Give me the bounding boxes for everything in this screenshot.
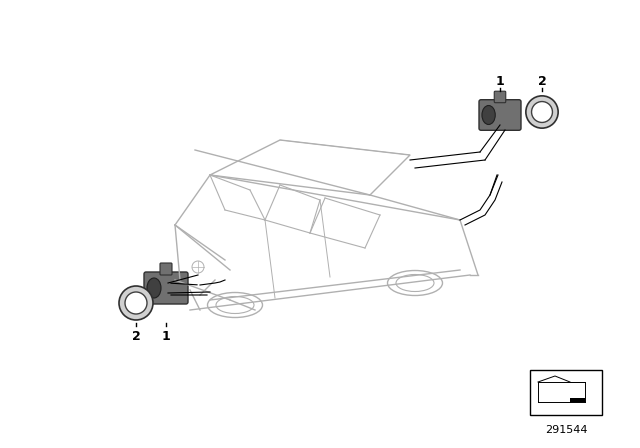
Text: 1: 1 (495, 75, 504, 88)
Text: 2: 2 (538, 75, 547, 88)
Bar (530, 370, 602, 415)
Ellipse shape (125, 292, 147, 314)
Ellipse shape (526, 96, 558, 128)
FancyBboxPatch shape (160, 263, 172, 275)
Ellipse shape (119, 286, 153, 320)
Text: 1: 1 (162, 330, 170, 343)
FancyBboxPatch shape (494, 91, 506, 103)
Bar (570, 398, 585, 402)
FancyBboxPatch shape (479, 100, 521, 130)
FancyBboxPatch shape (144, 272, 188, 304)
Ellipse shape (482, 105, 495, 125)
Ellipse shape (532, 102, 552, 122)
Text: 291544: 291544 (545, 425, 588, 435)
Text: 2: 2 (132, 330, 140, 343)
Ellipse shape (147, 278, 161, 298)
